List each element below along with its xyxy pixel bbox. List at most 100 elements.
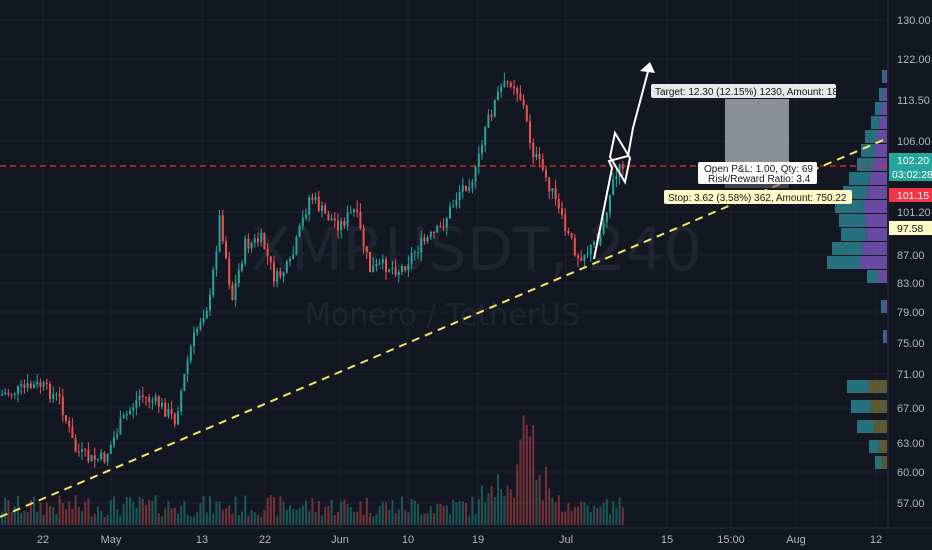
volume-bar [237, 515, 240, 525]
volume-bar [391, 500, 394, 525]
candle-body [215, 251, 218, 270]
volume-bar [602, 502, 605, 525]
volume-bar [199, 503, 202, 525]
candle-body [109, 444, 112, 455]
candle-body [407, 264, 410, 270]
volume-bar [7, 499, 10, 525]
volume-bar [349, 507, 352, 525]
volume-bar [183, 500, 186, 525]
candle-body [1, 394, 3, 396]
volume-bar [4, 497, 7, 525]
volume-bar [26, 511, 29, 525]
volume-bar [570, 511, 573, 525]
stop-price-text: 101.15 [897, 190, 929, 202]
volume-bar [461, 501, 464, 525]
volume-bar [247, 515, 250, 525]
volume-bar [177, 513, 179, 525]
volume-profile-bar [865, 214, 887, 227]
candle-body [548, 177, 551, 192]
candle-body [385, 259, 387, 272]
volume-bar [340, 501, 343, 525]
volume-profile-bar [869, 172, 887, 185]
y-tick-label: 60.00 [897, 467, 925, 479]
volume-profile-bar [857, 158, 874, 171]
candle-body [497, 91, 499, 101]
volume-bar [468, 515, 471, 525]
candle-body [618, 164, 621, 177]
candle-body [260, 233, 263, 243]
candle-body [52, 394, 55, 399]
price-axis[interactable]: 130.00 122.00 113.50 106.00 101.20 87.00 83.00… [887, 0, 932, 528]
candles [1, 72, 624, 468]
volume-bar [487, 492, 490, 525]
volume-bar [170, 508, 173, 525]
candle-body [484, 127, 487, 145]
x-tick-label: 22 [37, 534, 49, 546]
candle-body [599, 233, 602, 245]
volume-bar [589, 512, 592, 525]
candle-body [359, 211, 362, 228]
candle-body [132, 407, 135, 411]
volume-profile-bar [884, 300, 887, 313]
volume-profile-bar [885, 330, 887, 343]
volume-bar [577, 506, 579, 525]
candle-body [225, 241, 227, 259]
candle-body [221, 215, 224, 242]
volume-bar [279, 496, 282, 525]
forecast-path[interactable] [593, 62, 655, 260]
volume-bar [285, 509, 288, 525]
candle-body [369, 252, 371, 273]
candle-body [289, 258, 291, 262]
volume-bar [484, 502, 487, 525]
volume-bar [186, 514, 189, 525]
volume-bar [305, 500, 307, 525]
volume-bar [20, 512, 23, 525]
candle-body [49, 383, 51, 399]
candle-body [503, 81, 506, 87]
volume-bar [36, 511, 39, 525]
volume-bar [196, 511, 199, 525]
forecast-arrow [593, 63, 651, 260]
volume-bar [404, 510, 407, 525]
candle-body [97, 458, 99, 460]
volume-bar [23, 510, 26, 525]
volume-bar [535, 480, 538, 525]
volume-bar [311, 497, 314, 525]
time-axis[interactable]: 22 May 13 22 Jun 10 19 Jul 15 15:00 Aug 12 [0, 527, 932, 546]
candle-body [433, 231, 435, 233]
volume-bar [618, 497, 621, 525]
volume-profile-bar [882, 70, 885, 83]
y-tick-label: 113.50 [897, 95, 930, 107]
candle-body [205, 310, 208, 319]
volume-bar [609, 513, 611, 525]
candle-body [337, 220, 339, 231]
grid [0, 0, 888, 528]
y-tick-label: 79.00 [897, 307, 925, 319]
last-price-badge [889, 153, 932, 167]
candle-body [308, 197, 311, 215]
candle-body [609, 194, 611, 213]
candle-body [333, 218, 336, 221]
volume-bar [263, 510, 266, 525]
volume-profile-bar [857, 420, 874, 433]
volume-bar [141, 498, 144, 525]
volume-profile-bar [875, 102, 882, 115]
volume-profile-bar [839, 214, 866, 227]
volume-bar [39, 502, 42, 525]
candle-body [13, 393, 16, 395]
volume-bar [538, 475, 541, 525]
candle-body [426, 237, 429, 242]
volume-bar [209, 495, 211, 525]
volume-profile-bar [860, 256, 887, 269]
candle-body [106, 454, 109, 463]
position-tool[interactable]: Target: 12.30 (12.15%) 1230, Amount: 184… [651, 84, 858, 204]
candle-body [180, 390, 183, 412]
volume-bar [13, 506, 16, 525]
candle-body [7, 392, 10, 395]
volume-bar [452, 499, 455, 525]
candle-body [228, 258, 231, 285]
candle-body [605, 212, 608, 223]
volume-bar [77, 506, 80, 525]
volume-profile-bar [881, 300, 885, 313]
